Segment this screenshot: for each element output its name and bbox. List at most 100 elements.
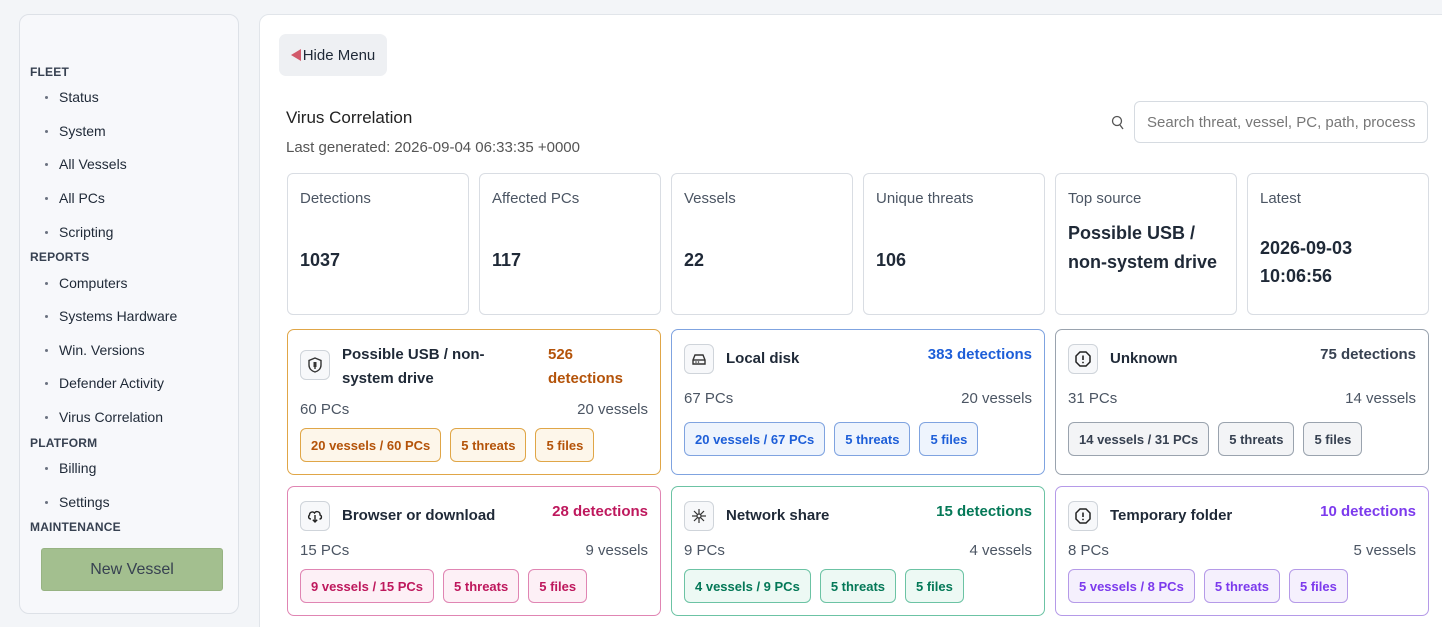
sidebar-item-label: All PCs: [59, 190, 105, 206]
bullet-icon: [45, 230, 48, 234]
page-title: Virus Correlation: [286, 108, 413, 127]
stat-card-top-source: Top source Possible USB / non-system dri…: [1055, 173, 1237, 315]
sidebar-item-win-versions[interactable]: Win. Versions: [45, 342, 145, 358]
chip-files[interactable]: 5 files: [905, 569, 964, 603]
chip-vessels-pcs[interactable]: 5 vessels / 8 PCs: [1068, 569, 1195, 603]
search-input[interactable]: [1134, 101, 1428, 143]
nav-section-platform: PLATFORM: [30, 436, 98, 450]
chip-group: 20 vessels / 67 PCs 5 threats 5 files: [684, 422, 979, 456]
source-vessels: 9 vessels: [585, 542, 648, 559]
stat-label: Vessels: [684, 190, 736, 207]
bullet-icon: [45, 281, 48, 285]
chip-vessels-pcs[interactable]: 9 vessels / 15 PCs: [300, 569, 435, 603]
source-name: Browser or download: [342, 507, 496, 524]
chip-threats[interactable]: 5 threats: [1203, 569, 1281, 603]
chip-threats[interactable]: 5 threats: [443, 569, 520, 603]
source-card-network-share[interactable]: Network share 15 detections 9 PCs 4 vess…: [671, 486, 1045, 616]
source-card-unknown[interactable]: Unknown 75 detections 31 PCs 14 vessels …: [1055, 329, 1429, 475]
new-vessel-button[interactable]: New Vessel: [41, 548, 223, 591]
chip-threats[interactable]: 5 threats: [450, 428, 527, 462]
chip-threats[interactable]: 5 threats: [834, 422, 911, 456]
chip-vessels-pcs[interactable]: 14 vessels / 31 PCs: [1068, 422, 1210, 456]
source-name: Local disk: [726, 350, 800, 367]
chip-vessels-pcs[interactable]: 4 vessels / 9 PCs: [684, 569, 811, 603]
sidebar-item-label: System: [59, 123, 106, 139]
bullet-icon: [45, 415, 48, 419]
chip-files[interactable]: 5 files: [535, 428, 595, 462]
chip-files[interactable]: 5 files: [528, 569, 588, 603]
sidebar-item-defender-activity[interactable]: Defender Activity: [45, 375, 164, 391]
source-pcs: 67 PCs: [684, 390, 734, 407]
bullet-icon: [45, 162, 48, 166]
source-card-temporary-folder[interactable]: Temporary folder 10 detections 8 PCs 5 v…: [1055, 486, 1429, 616]
sidebar-item-settings[interactable]: Settings: [45, 494, 110, 510]
stat-value: 22: [684, 250, 705, 270]
stat-card-vessels: Vessels 22: [671, 173, 853, 315]
chip-files[interactable]: 5 files: [919, 422, 979, 456]
sidebar-item-systems-hardware[interactable]: Systems Hardware: [45, 308, 177, 324]
source-vessels: 20 vessels: [577, 401, 648, 418]
sidebar-item-label: Systems Hardware: [59, 308, 178, 324]
source-detections: 383 detections: [927, 346, 1032, 363]
sidebar-item-scripting[interactable]: Scripting: [45, 224, 113, 240]
alert-octagon-icon: [1068, 501, 1098, 531]
stat-value: 117: [492, 250, 522, 270]
hide-menu-button[interactable]: Hide Menu: [279, 34, 387, 76]
source-detections: 75 detections: [1320, 346, 1416, 363]
chip-group: 4 vessels / 9 PCs 5 threats 5 files: [684, 569, 964, 603]
source-detections: 15 detections: [936, 503, 1032, 520]
cloud-download-icon: [300, 501, 330, 531]
sidebar-item-label: All Vessels: [59, 156, 127, 172]
triangle-left-icon: [290, 49, 301, 61]
last-generated-text: Last generated: 2026-09-04 06:33:35 +000…: [286, 139, 580, 156]
sidebar: FLEET Status System All Vessels All PCs …: [19, 14, 239, 614]
sidebar-item-computers[interactable]: Computers: [45, 275, 127, 291]
stat-label: Affected PCs: [492, 190, 580, 207]
source-pcs: 8 PCs: [1068, 542, 1109, 559]
source-vessels: 5 vessels: [1353, 542, 1416, 559]
stat-card-unique-threats: Unique threats 106: [863, 173, 1045, 315]
sidebar-item-virus-correlation[interactable]: Virus Correlation: [45, 409, 163, 425]
source-pcs: 9 PCs: [684, 542, 725, 559]
stat-value: 2026-09-03 10:06:56: [1260, 238, 1353, 286]
bullet-icon: [45, 129, 48, 133]
sidebar-item-label: Computers: [59, 275, 128, 291]
main-panel: Hide Menu Virus Correlation Last generat…: [259, 14, 1442, 627]
source-card-usb[interactable]: Possible USB / non-system drive 526 dete…: [287, 329, 661, 475]
sidebar-item-label: Settings: [59, 494, 110, 510]
sidebar-item-status[interactable]: Status: [45, 89, 99, 105]
sidebar-item-billing[interactable]: Billing: [45, 460, 96, 476]
source-card-browser-download[interactable]: Browser or download 28 detections 15 PCs…: [287, 486, 661, 616]
stat-label: Detections: [300, 190, 371, 207]
chip-group: 20 vessels / 60 PCs 5 threats 5 files: [300, 428, 595, 462]
bullet-icon: [45, 381, 48, 385]
bullet-icon: [45, 500, 48, 504]
sidebar-item-label: Scripting: [59, 224, 114, 240]
chip-files[interactable]: 5 files: [1303, 422, 1363, 456]
stat-value: Possible USB / non-system drive: [1068, 223, 1218, 272]
nav-section-reports: REPORTS: [30, 250, 90, 264]
usb-shield-icon: [300, 350, 330, 380]
stat-value: 106: [876, 250, 907, 270]
sidebar-item-system[interactable]: System: [45, 123, 106, 139]
sidebar-item-all-pcs[interactable]: All PCs: [45, 190, 105, 206]
chip-threats[interactable]: 5 threats: [819, 569, 897, 603]
stat-label: Latest: [1260, 190, 1301, 207]
source-detections: 526 detections: [548, 346, 624, 387]
chip-files[interactable]: 5 files: [1289, 569, 1348, 603]
alert-octagon-icon: [1068, 344, 1098, 374]
chip-group: 5 vessels / 8 PCs 5 threats 5 files: [1068, 569, 1348, 603]
chip-threats[interactable]: 5 threats: [1218, 422, 1295, 456]
stat-value: 1037: [300, 250, 341, 270]
source-vessels: 20 vessels: [961, 390, 1032, 407]
stat-card-latest: Latest 2026-09-03 10:06:56: [1247, 173, 1429, 315]
source-name: Temporary folder: [1110, 507, 1233, 524]
source-card-local-disk[interactable]: Local disk 383 detections 67 PCs 20 vess…: [671, 329, 1045, 475]
source-name: Network share: [726, 507, 830, 524]
chip-vessels-pcs[interactable]: 20 vessels / 60 PCs: [300, 428, 442, 462]
sidebar-item-all-vessels[interactable]: All Vessels: [45, 156, 127, 172]
sidebar-item-label: Billing: [59, 460, 97, 476]
hide-menu-label: Hide Menu: [302, 46, 376, 64]
source-vessels: 4 vessels: [969, 542, 1032, 559]
chip-vessels-pcs[interactable]: 20 vessels / 67 PCs: [684, 422, 826, 456]
